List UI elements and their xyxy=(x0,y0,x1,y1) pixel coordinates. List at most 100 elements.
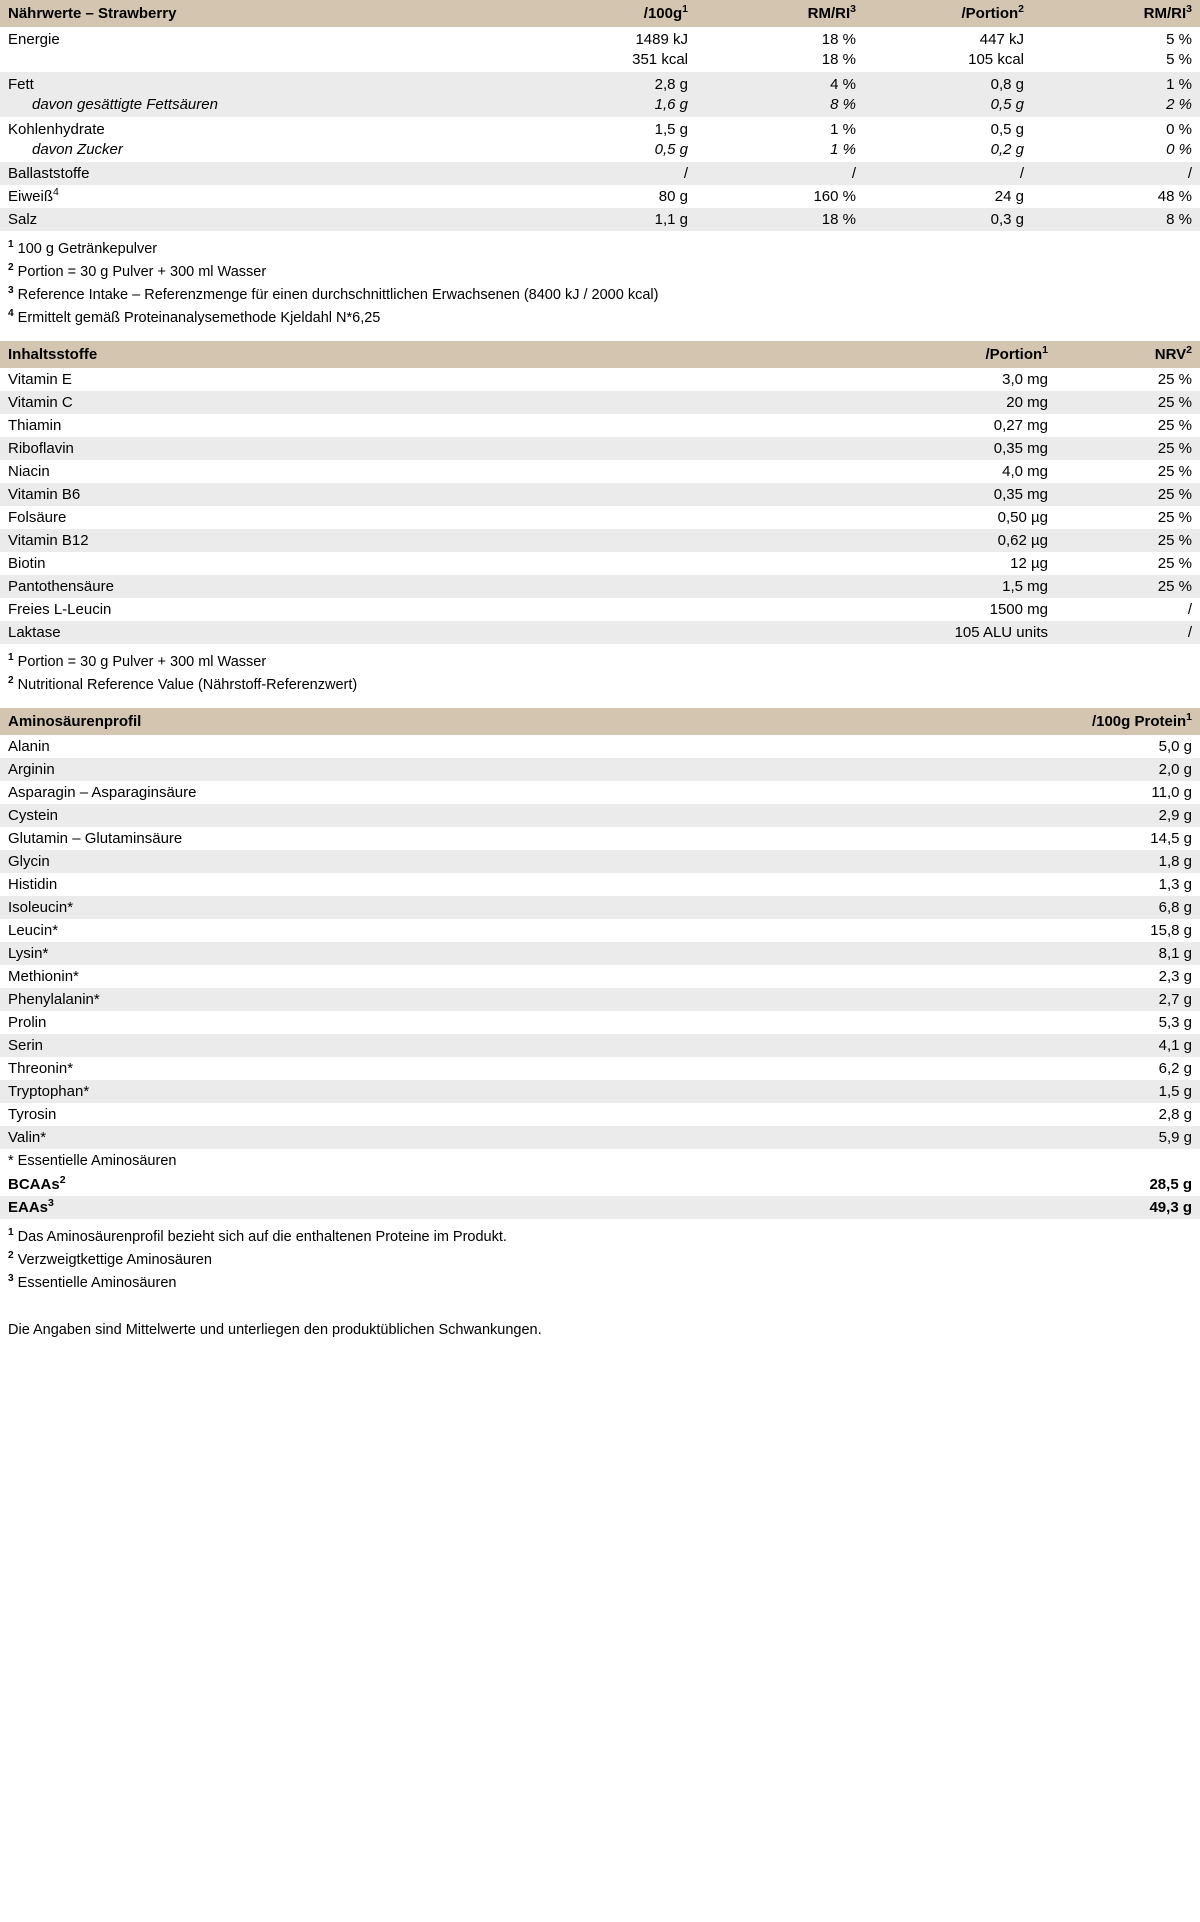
amino-name: Threonin* xyxy=(0,1057,1020,1080)
amino-name: Alanin xyxy=(0,735,1020,758)
amino-name: Leucin* xyxy=(0,919,1020,942)
ingredient-nrv: 25 % xyxy=(1056,529,1200,552)
row-kohlenhydrate: Kohlenhydratedavon Zucker 1,5 g0,5 g 1 %… xyxy=(0,117,1200,162)
amino-name: Methionin* xyxy=(0,965,1020,988)
table-row: Tyrosin2,8 g xyxy=(0,1103,1200,1126)
table-row: Prolin5,3 g xyxy=(0,1011,1200,1034)
amino-table: Aminosäurenprofil /100g Protein1 Alanin5… xyxy=(0,708,1200,1149)
amino-value: 1,3 g xyxy=(1020,873,1200,896)
row-energie: Energie 1489 kJ351 kcal 18 %18 % 447 kJ1… xyxy=(0,27,1200,72)
amino-value: 2,3 g xyxy=(1020,965,1200,988)
amino-name: Valin* xyxy=(0,1126,1020,1149)
ingredients-title: Inhaltsstoffe xyxy=(0,341,840,368)
table-row: Histidin1,3 g xyxy=(0,873,1200,896)
table-row: Lysin*8,1 g xyxy=(0,942,1200,965)
amino-name: Arginin xyxy=(0,758,1020,781)
ingredient-value: 0,50 µg xyxy=(840,506,1056,529)
amino-footnotes: 1 Das Aminosäurenprofil bezieht sich auf… xyxy=(0,1219,1200,1306)
amino-value: 14,5 g xyxy=(1020,827,1200,850)
row-bcaa: BCAAs2 28,5 g xyxy=(0,1173,1200,1196)
amino-name: Asparagin – Asparaginsäure xyxy=(0,781,1020,804)
amino-value: 8,1 g xyxy=(1020,942,1200,965)
table-row: Niacin4,0 mg25 % xyxy=(0,460,1200,483)
ingredient-value: 20 mg xyxy=(840,391,1056,414)
nutrition-col-rmri-1: RM/RI3 xyxy=(696,0,864,27)
amino-title: Aminosäurenprofil xyxy=(0,708,1020,735)
amino-name: Glutamin – Glutaminsäure xyxy=(0,827,1020,850)
amino-value: 5,3 g xyxy=(1020,1011,1200,1034)
ingredient-nrv: 25 % xyxy=(1056,391,1200,414)
row-fett: Fettdavon gesättigte Fettsäuren 2,8 g1,6… xyxy=(0,72,1200,117)
amino-name: Tryptophan* xyxy=(0,1080,1020,1103)
amino-header-row: Aminosäurenprofil /100g Protein1 xyxy=(0,708,1200,735)
amino-essential-note: * Essentielle Aminosäuren xyxy=(0,1149,1200,1173)
table-row: Valin*5,9 g xyxy=(0,1126,1200,1149)
amino-totals-table: BCAAs2 28,5 g EAAs3 49,3 g xyxy=(0,1173,1200,1219)
label-bcaa: BCAAs xyxy=(8,1176,60,1193)
ingredient-nrv: / xyxy=(1056,621,1200,644)
ingredient-value: 4,0 mg xyxy=(840,460,1056,483)
amino-name: Cystein xyxy=(0,804,1020,827)
amino-value: 2,7 g xyxy=(1020,988,1200,1011)
amino-name: Prolin xyxy=(0,1011,1020,1034)
amino-value: 5,9 g xyxy=(1020,1126,1200,1149)
ingredient-name: Pantothensäure xyxy=(0,575,840,598)
table-row: Vitamin B120,62 µg25 % xyxy=(0,529,1200,552)
table-row: Freies L-Leucin1500 mg/ xyxy=(0,598,1200,621)
table-row: Vitamin E3,0 mg25 % xyxy=(0,368,1200,391)
nutrition-footnotes: 1 100 g Getränkepulver 2 Portion = 30 g … xyxy=(0,231,1200,341)
ingredient-nrv: 25 % xyxy=(1056,414,1200,437)
value-bcaa: 28,5 g xyxy=(1020,1173,1200,1196)
table-row: Tryptophan*1,5 g xyxy=(0,1080,1200,1103)
ingredient-nrv: 25 % xyxy=(1056,460,1200,483)
amino-value: 6,2 g xyxy=(1020,1057,1200,1080)
ingredient-name: Riboflavin xyxy=(0,437,840,460)
amino-value: 5,0 g xyxy=(1020,735,1200,758)
amino-name: Isoleucin* xyxy=(0,896,1020,919)
ingredient-nrv: 25 % xyxy=(1056,437,1200,460)
amino-name: Tyrosin xyxy=(0,1103,1020,1126)
label-kohlenhydrate: Kohlenhydrate xyxy=(8,121,105,138)
ingredient-name: Vitamin E xyxy=(0,368,840,391)
ingredient-nrv: 25 % xyxy=(1056,368,1200,391)
ingredients-table: Inhaltsstoffe /Portion1 NRV2 Vitamin E3,… xyxy=(0,341,1200,644)
ingredients-footnotes: 1 Portion = 30 g Pulver + 300 ml Wasser … xyxy=(0,644,1200,708)
ingredient-value: 0,35 mg xyxy=(840,483,1056,506)
label-fett: Fett xyxy=(8,76,34,93)
amino-value: 2,0 g xyxy=(1020,758,1200,781)
nutrition-col-100g: /100g1 xyxy=(528,0,696,27)
ingredients-col-nrv: NRV2 xyxy=(1056,341,1200,368)
label-fett-sub: davon gesättigte Fettsäuren xyxy=(8,96,218,113)
table-row: Cystein2,9 g xyxy=(0,804,1200,827)
table-row: Pantothensäure1,5 mg25 % xyxy=(0,575,1200,598)
amino-name: Histidin xyxy=(0,873,1020,896)
nutrition-table: Nährwerte – Strawberry /100g1 RM/RI3 /Po… xyxy=(0,0,1200,231)
ingredient-value: 3,0 mg xyxy=(840,368,1056,391)
table-row: Serin4,1 g xyxy=(0,1034,1200,1057)
row-ballaststoffe: Ballaststoffe / / / / xyxy=(0,162,1200,185)
table-row: Arginin2,0 g xyxy=(0,758,1200,781)
ingredients-col-portion: /Portion1 xyxy=(840,341,1056,368)
label-eaa: EAAs xyxy=(8,1199,48,1216)
ingredient-value: 12 µg xyxy=(840,552,1056,575)
amino-value: 4,1 g xyxy=(1020,1034,1200,1057)
nutrition-title: Nährwerte – Strawberry xyxy=(0,0,528,27)
ingredient-name: Folsäure xyxy=(0,506,840,529)
amino-value: 2,9 g xyxy=(1020,804,1200,827)
label-kohlenhydrate-sub: davon Zucker xyxy=(8,141,123,158)
ingredient-name: Niacin xyxy=(0,460,840,483)
value-eaa: 49,3 g xyxy=(1020,1196,1200,1219)
amino-col-100g: /100g Protein1 xyxy=(1020,708,1200,735)
final-disclaimer: Die Angaben sind Mittelwerte und unterli… xyxy=(0,1306,1200,1346)
amino-value: 2,8 g xyxy=(1020,1103,1200,1126)
ingredient-name: Laktase xyxy=(0,621,840,644)
table-row: Vitamin B60,35 mg25 % xyxy=(0,483,1200,506)
amino-name: Phenylalanin* xyxy=(0,988,1020,1011)
label-eiweiss: Eiweiß xyxy=(8,188,53,205)
row-salz: Salz 1,1 g 18 % 0,3 g 8 % xyxy=(0,208,1200,231)
ingredient-value: 0,27 mg xyxy=(840,414,1056,437)
ingredient-value: 1,5 mg xyxy=(840,575,1056,598)
amino-value: 6,8 g xyxy=(1020,896,1200,919)
table-row: Vitamin C20 mg25 % xyxy=(0,391,1200,414)
label-energie: Energie xyxy=(0,27,528,72)
